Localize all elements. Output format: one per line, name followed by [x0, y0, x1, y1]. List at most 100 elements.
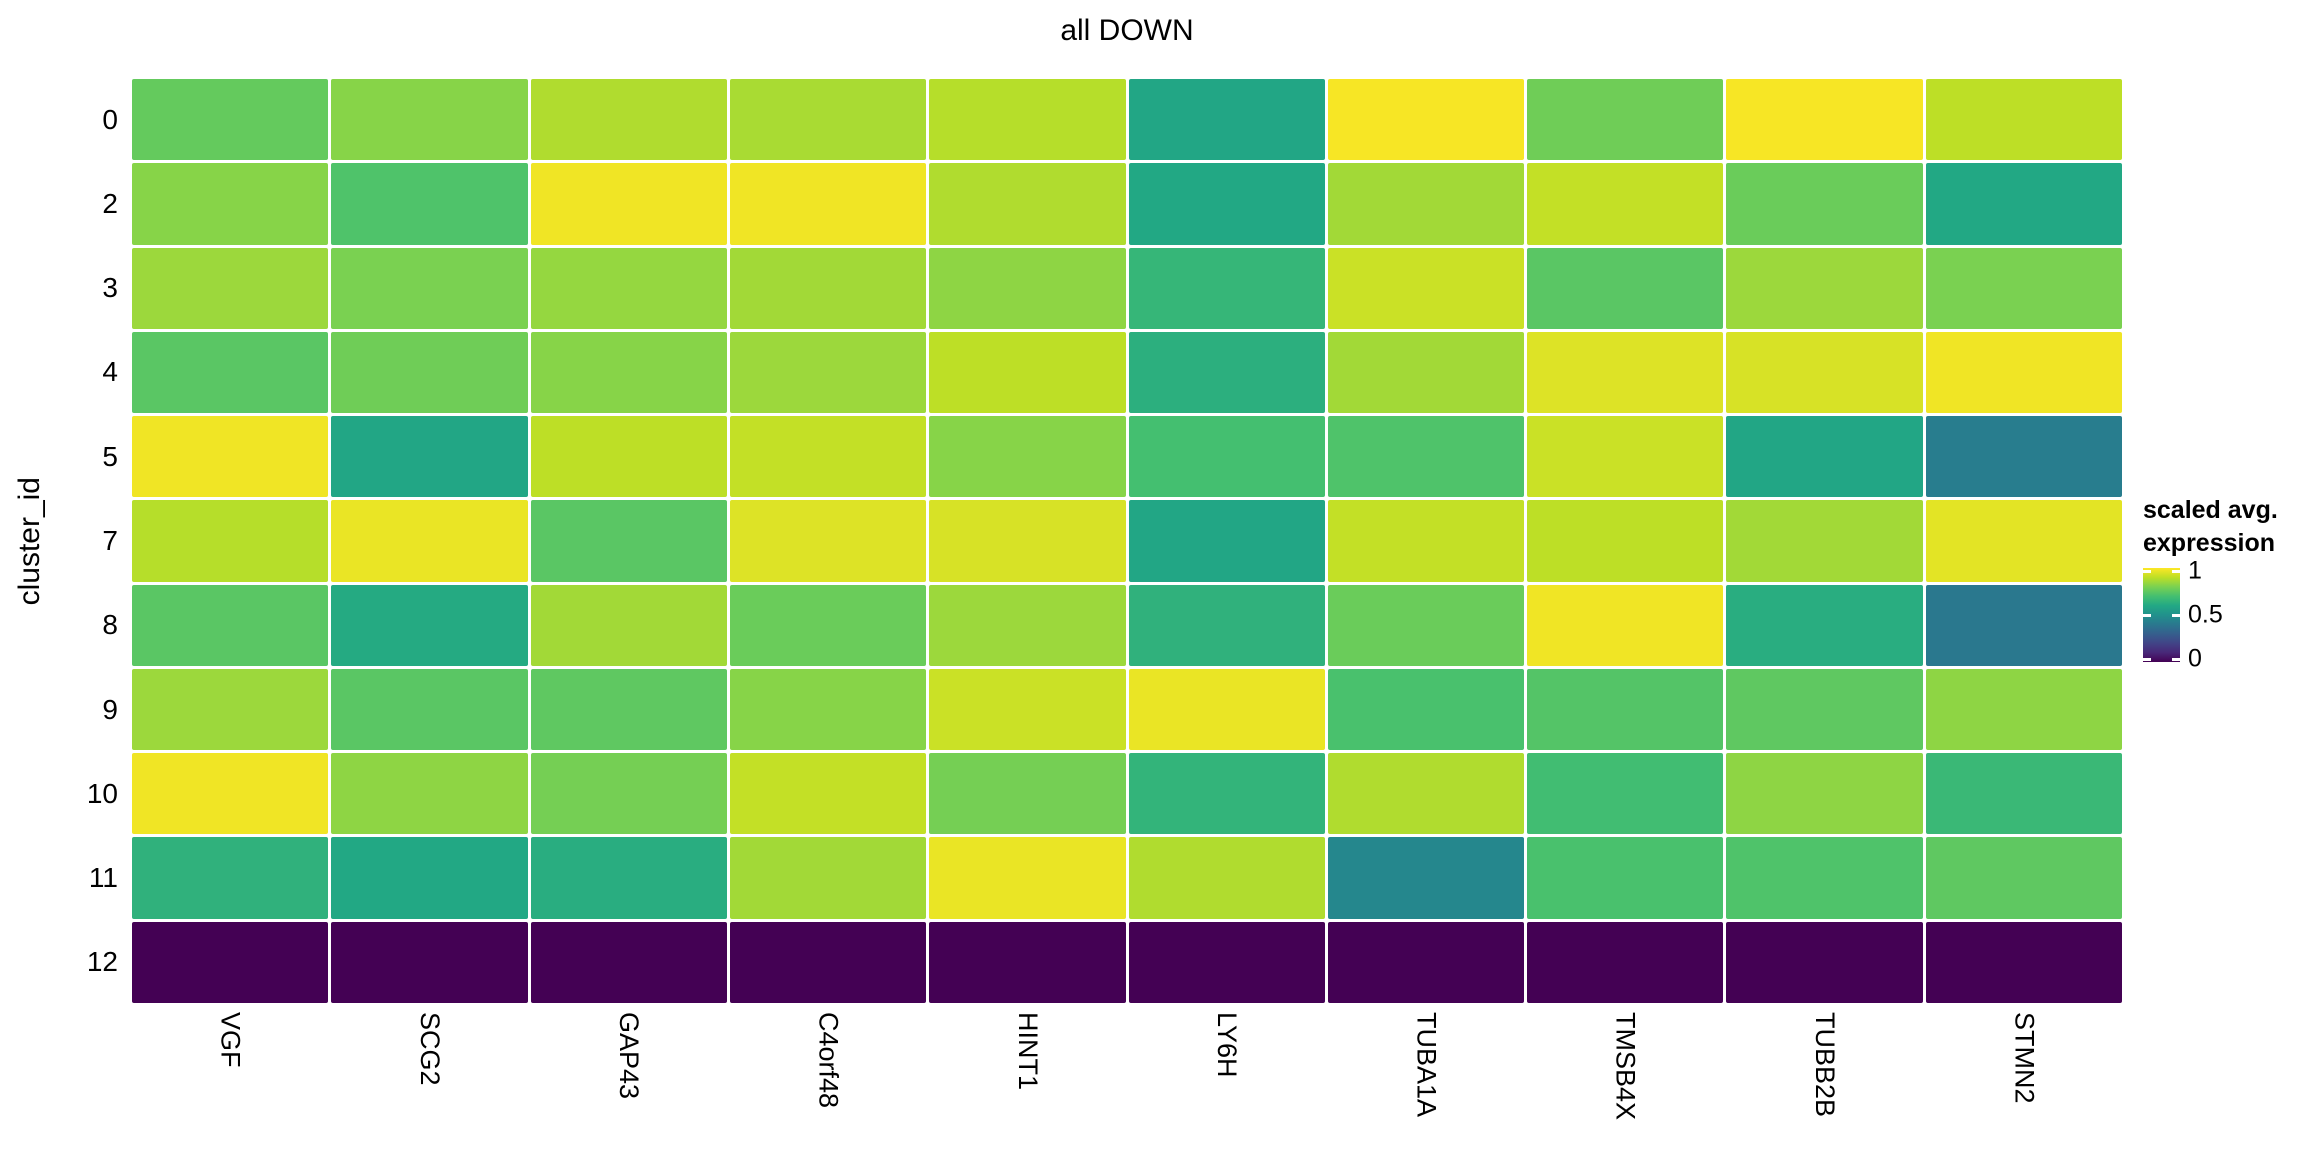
y-tick-label: 8 [102, 609, 118, 641]
heatmap-cell [331, 79, 528, 161]
heatmap-cell [929, 163, 1126, 245]
heatmap-cell [729, 79, 927, 161]
heatmap-cell [1527, 416, 1724, 498]
heatmap-cell [530, 163, 727, 245]
heatmap-cell [1527, 500, 1724, 582]
heatmap-cell [929, 668, 1126, 751]
y-tick-label: 3 [102, 272, 118, 304]
heatmap-cell [1726, 753, 1923, 835]
heatmap-cell [132, 79, 329, 161]
heatmap-cell [1726, 584, 1923, 666]
y-axis-tick-labels: 0 2 3 4 5 7 8 9 10 11 12 [52, 79, 120, 1003]
x-tick-label: STMN2 [1926, 1012, 2122, 1150]
x-tick-label: SCG2 [331, 1012, 527, 1150]
heatmap-cell [1925, 79, 2122, 161]
heatmap-cell [132, 668, 329, 751]
legend-tick-mark [2143, 657, 2151, 661]
heatmap-cell [1128, 837, 1325, 919]
legend-tick-mark [2143, 569, 2151, 573]
heatmap-cell [929, 79, 1126, 161]
heatmap-cell [1128, 668, 1325, 751]
heatmap-cell [1925, 753, 2122, 835]
x-tick-label: GAP43 [531, 1012, 727, 1150]
heatmap-cell [331, 500, 528, 582]
heatmap-cell [929, 753, 1126, 835]
heatmap-cell [929, 584, 1126, 666]
heatmap-cell [729, 163, 927, 245]
x-tick-label-text: STMN2 [2009, 1012, 2040, 1104]
heatmap-cell [132, 416, 329, 498]
heatmap-cell [929, 921, 1126, 1003]
legend-tick-label: 1 [2188, 556, 2202, 585]
legend-tick-label: 0 [2188, 644, 2202, 673]
x-tick-label-text: GAP43 [614, 1012, 645, 1100]
heatmap-grid [132, 79, 2122, 1003]
heatmap-cell [132, 331, 329, 414]
heatmap-cell [1527, 79, 1724, 161]
heatmap-cell [1128, 753, 1325, 835]
heatmap-cell [132, 500, 329, 582]
heatmap-cell [530, 331, 727, 414]
heatmap-cell [132, 753, 329, 835]
y-tick-label: 5 [102, 440, 118, 472]
x-tick-label: HINT1 [929, 1012, 1125, 1150]
heatmap-cell [1527, 331, 1724, 414]
heatmap-cell [729, 668, 927, 751]
x-tick-label: C4orf48 [730, 1012, 926, 1150]
x-tick-label: LY6H [1129, 1012, 1325, 1150]
heatmap-cell [1925, 331, 2122, 414]
heatmap-cell [530, 416, 727, 498]
heatmap-cell [1128, 247, 1325, 329]
legend-tick-mark [2172, 657, 2180, 661]
heatmap-cell [1925, 921, 2122, 1003]
heatmap-cell [132, 584, 329, 666]
heatmap-cell [729, 416, 927, 498]
heatmap-cell [530, 837, 727, 919]
heatmap-cell [929, 416, 1126, 498]
heatmap-cell [1327, 584, 1525, 666]
legend-tick-mark [2143, 613, 2151, 617]
heatmap-cell [1327, 416, 1525, 498]
y-tick-label: 4 [102, 356, 118, 388]
heatmap-cell [1128, 79, 1325, 161]
heatmap-cell [1925, 416, 2122, 498]
heatmap-cell [1327, 837, 1525, 919]
heatmap-cell [1527, 163, 1724, 245]
heatmap-cell [729, 500, 927, 582]
x-tick-label: TUBA1A [1328, 1012, 1524, 1150]
x-tick-label-text: HINT1 [1012, 1012, 1043, 1091]
heatmap-cell [1327, 753, 1525, 835]
heatmap-cell [1128, 416, 1325, 498]
x-tick-label-text: TMSB4X [1610, 1012, 1641, 1121]
y-tick-label: 12 [86, 946, 118, 978]
heatmap-cell [1327, 331, 1525, 414]
heatmap-cell [1726, 247, 1923, 329]
heatmap-cell [1527, 921, 1724, 1003]
heatmap-cell [132, 837, 329, 919]
heatmap-cell [1726, 416, 1923, 498]
heatmap-cell [929, 331, 1126, 414]
heatmap-cell [1925, 500, 2122, 582]
heatmap-cell [729, 331, 927, 414]
x-tick-label-text: VGF [215, 1012, 246, 1068]
heatmap-cell [1327, 921, 1525, 1003]
heatmap-cell [1128, 921, 1325, 1003]
heatmap-cell [1925, 247, 2122, 329]
heatmap-cell [929, 247, 1126, 329]
chart-title: all DOWN [1060, 14, 1194, 47]
y-tick-label: 10 [86, 777, 118, 809]
heatmap-cell [1128, 584, 1325, 666]
heatmap-cell [1527, 753, 1724, 835]
heatmap-cell [132, 921, 329, 1003]
x-tick-label: TUBB2B [1726, 1012, 1922, 1150]
heatmap-cell [331, 921, 528, 1003]
x-tick-label: VGF [132, 1012, 328, 1150]
legend: scaled avg. expression 1 0.5 0 [2143, 494, 2301, 673]
y-tick-label: 0 [102, 103, 118, 135]
heatmap-cell [729, 247, 927, 329]
x-axis-tick-labels: VGF SCG2 GAP43 C4orf48 HINT1 LY6H TUBA1A TMSB4X… [132, 1012, 2122, 1150]
heatmap-cell [1925, 584, 2122, 666]
x-tick-label-text: C4orf48 [813, 1012, 844, 1109]
heatmap-cell [1726, 921, 1923, 1003]
